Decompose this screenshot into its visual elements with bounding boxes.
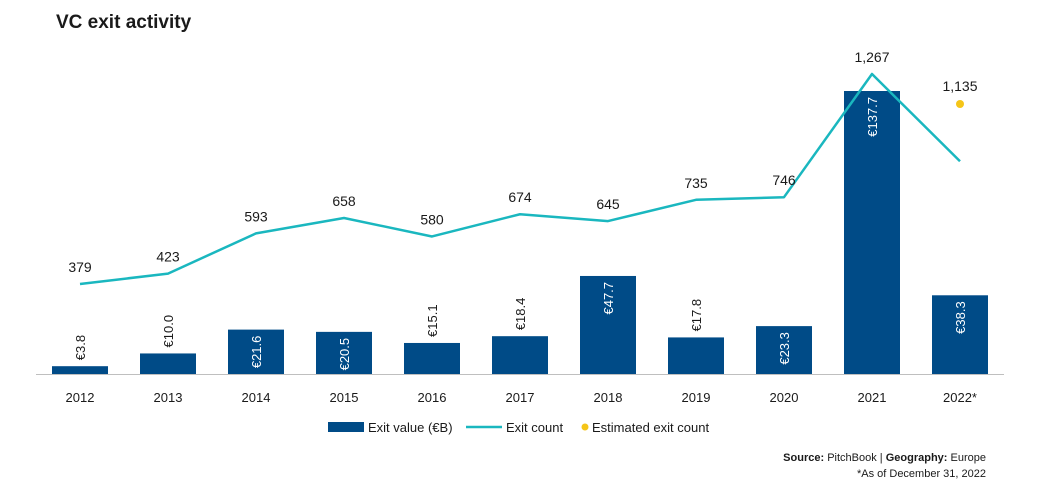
geography-value: Europe [950,452,986,464]
bar-value-label: €3.8 [73,335,88,360]
x-tick-label: 2014 [242,390,271,405]
x-tick-label: 2013 [154,390,183,405]
legend-label-exit-value: Exit value (€B) [368,420,453,435]
x-tick-label: 2020 [770,390,799,405]
bar [404,342,460,374]
x-tick-label: 2016 [418,390,447,405]
x-tick-label: 2012 [66,390,95,405]
bar-value-label: €137.7 [865,97,880,137]
bar-value-label: €23.3 [777,332,792,365]
exit-count-label: 735 [684,175,708,191]
source-value: PitchBook [827,452,877,464]
x-tick-label: 2022* [943,390,977,405]
bar-value-label: €18.4 [513,298,528,331]
legend-label-estimated: Estimated exit count [592,420,709,435]
bar-value-label: €47.7 [601,282,616,315]
exit-count-label: 379 [68,259,92,275]
bar [580,275,636,374]
source-label: Source: [783,452,825,464]
estimated-exit-count-point [956,100,964,108]
exit-count-label: 658 [332,193,356,209]
bar [756,326,812,374]
exit-count-label: 746 [772,172,796,188]
bar [316,331,372,374]
bar-value-label: €17.8 [689,299,704,332]
bar-value-label: €21.6 [249,336,264,369]
bar-value-label: €10.0 [161,315,176,348]
legend-swatch-estimated [581,423,589,431]
bar-value-label: €38.3 [953,301,968,334]
x-tick-label: 2015 [330,390,359,405]
bar-value-label: €20.5 [337,338,352,371]
bar [140,353,196,374]
chart-title: VC exit activity [56,12,192,33]
bar [844,91,900,374]
source-line: Source: PitchBook | Geography: Europe [783,452,986,464]
estimated-exit-count-label: 1,135 [942,78,977,94]
bar [932,295,988,374]
x-tick-label: 2021 [858,390,887,405]
exit-count-line [79,72,961,286]
exit-count-label: 645 [596,196,620,212]
exit-count-label: 1,267 [854,49,889,65]
legend-swatch-exit-value [328,422,364,432]
exit-count-label: 674 [508,189,532,205]
x-tick-label: 2019 [682,390,711,405]
footer-separator: | [879,452,883,464]
as-of-note: *As of December 31, 2022 [856,468,986,480]
bar [492,336,548,374]
geography-label: Geography: [885,452,948,464]
x-tick-label: 2017 [506,390,535,405]
bar [668,337,724,374]
exit-count-label: 423 [156,249,180,265]
bar [52,366,108,374]
x-tick-label: 2018 [594,390,623,405]
bar-value-label: €15.1 [425,304,440,337]
exit-count-label: 580 [420,211,444,227]
bar [228,329,284,374]
legend-label-exit-count: Exit count [506,420,563,435]
exit-count-label: 593 [244,208,268,224]
